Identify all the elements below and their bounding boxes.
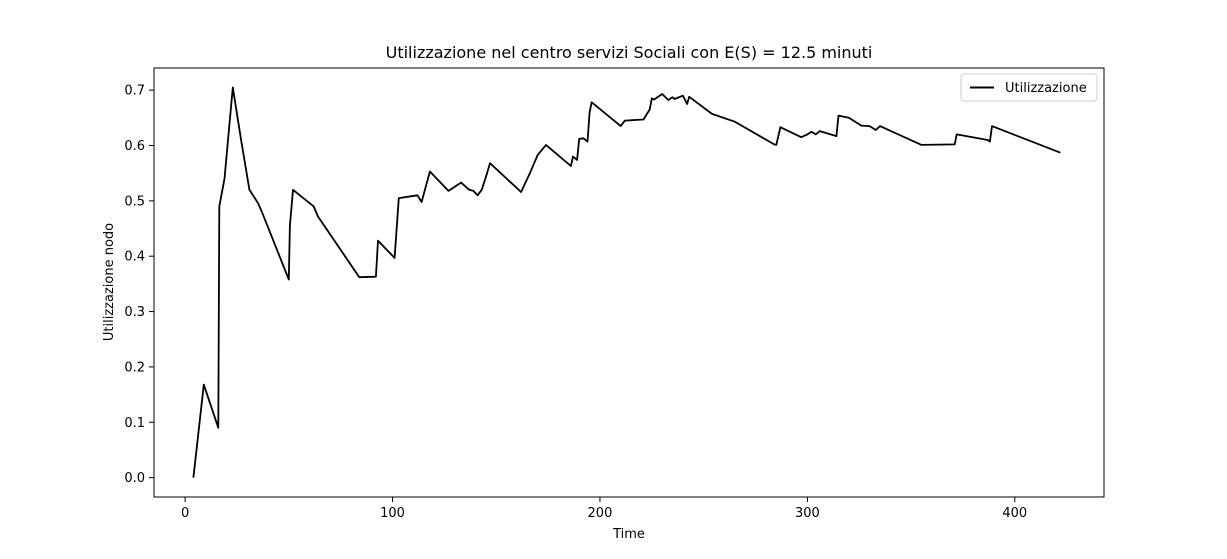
y-tick-label: 0.7 [124,84,145,99]
y-tick-label: 0.5 [124,194,145,209]
y-axis-label: Utilizzazione nodo [102,223,117,341]
legend-box [960,73,1098,102]
x-axis: 0 100 200 300 400 [181,497,1027,521]
x-tick-label: 100 [380,506,405,521]
y-tick-label: 0.2 [124,360,145,375]
x-axis-label: Time [612,527,645,542]
series-line-utilizzazione [192,86,1061,478]
y-axis: 0.0 0.1 0.2 0.3 0.4 0.5 0.6 0.7 [124,84,154,486]
y-tick-label: 0.3 [124,305,145,320]
legend: Utilizzazione [960,73,1098,102]
y-tick-label: 0.0 [124,471,145,486]
axes-frame [153,67,1105,498]
x-tick-label: 400 [1002,506,1027,521]
y-tick-label: 0.1 [124,416,145,431]
x-tick-label: 0 [181,506,189,521]
plot-area [192,86,1061,478]
y-tick-label: 0.6 [124,139,145,154]
x-tick-label: 200 [588,506,613,521]
x-tick-label: 300 [795,506,820,521]
chart-title: Utilizzazione nel centro servizi Sociali… [386,43,873,62]
y-tick-label: 0.4 [124,250,145,265]
legend-label: Utilizzazione [1005,81,1087,96]
